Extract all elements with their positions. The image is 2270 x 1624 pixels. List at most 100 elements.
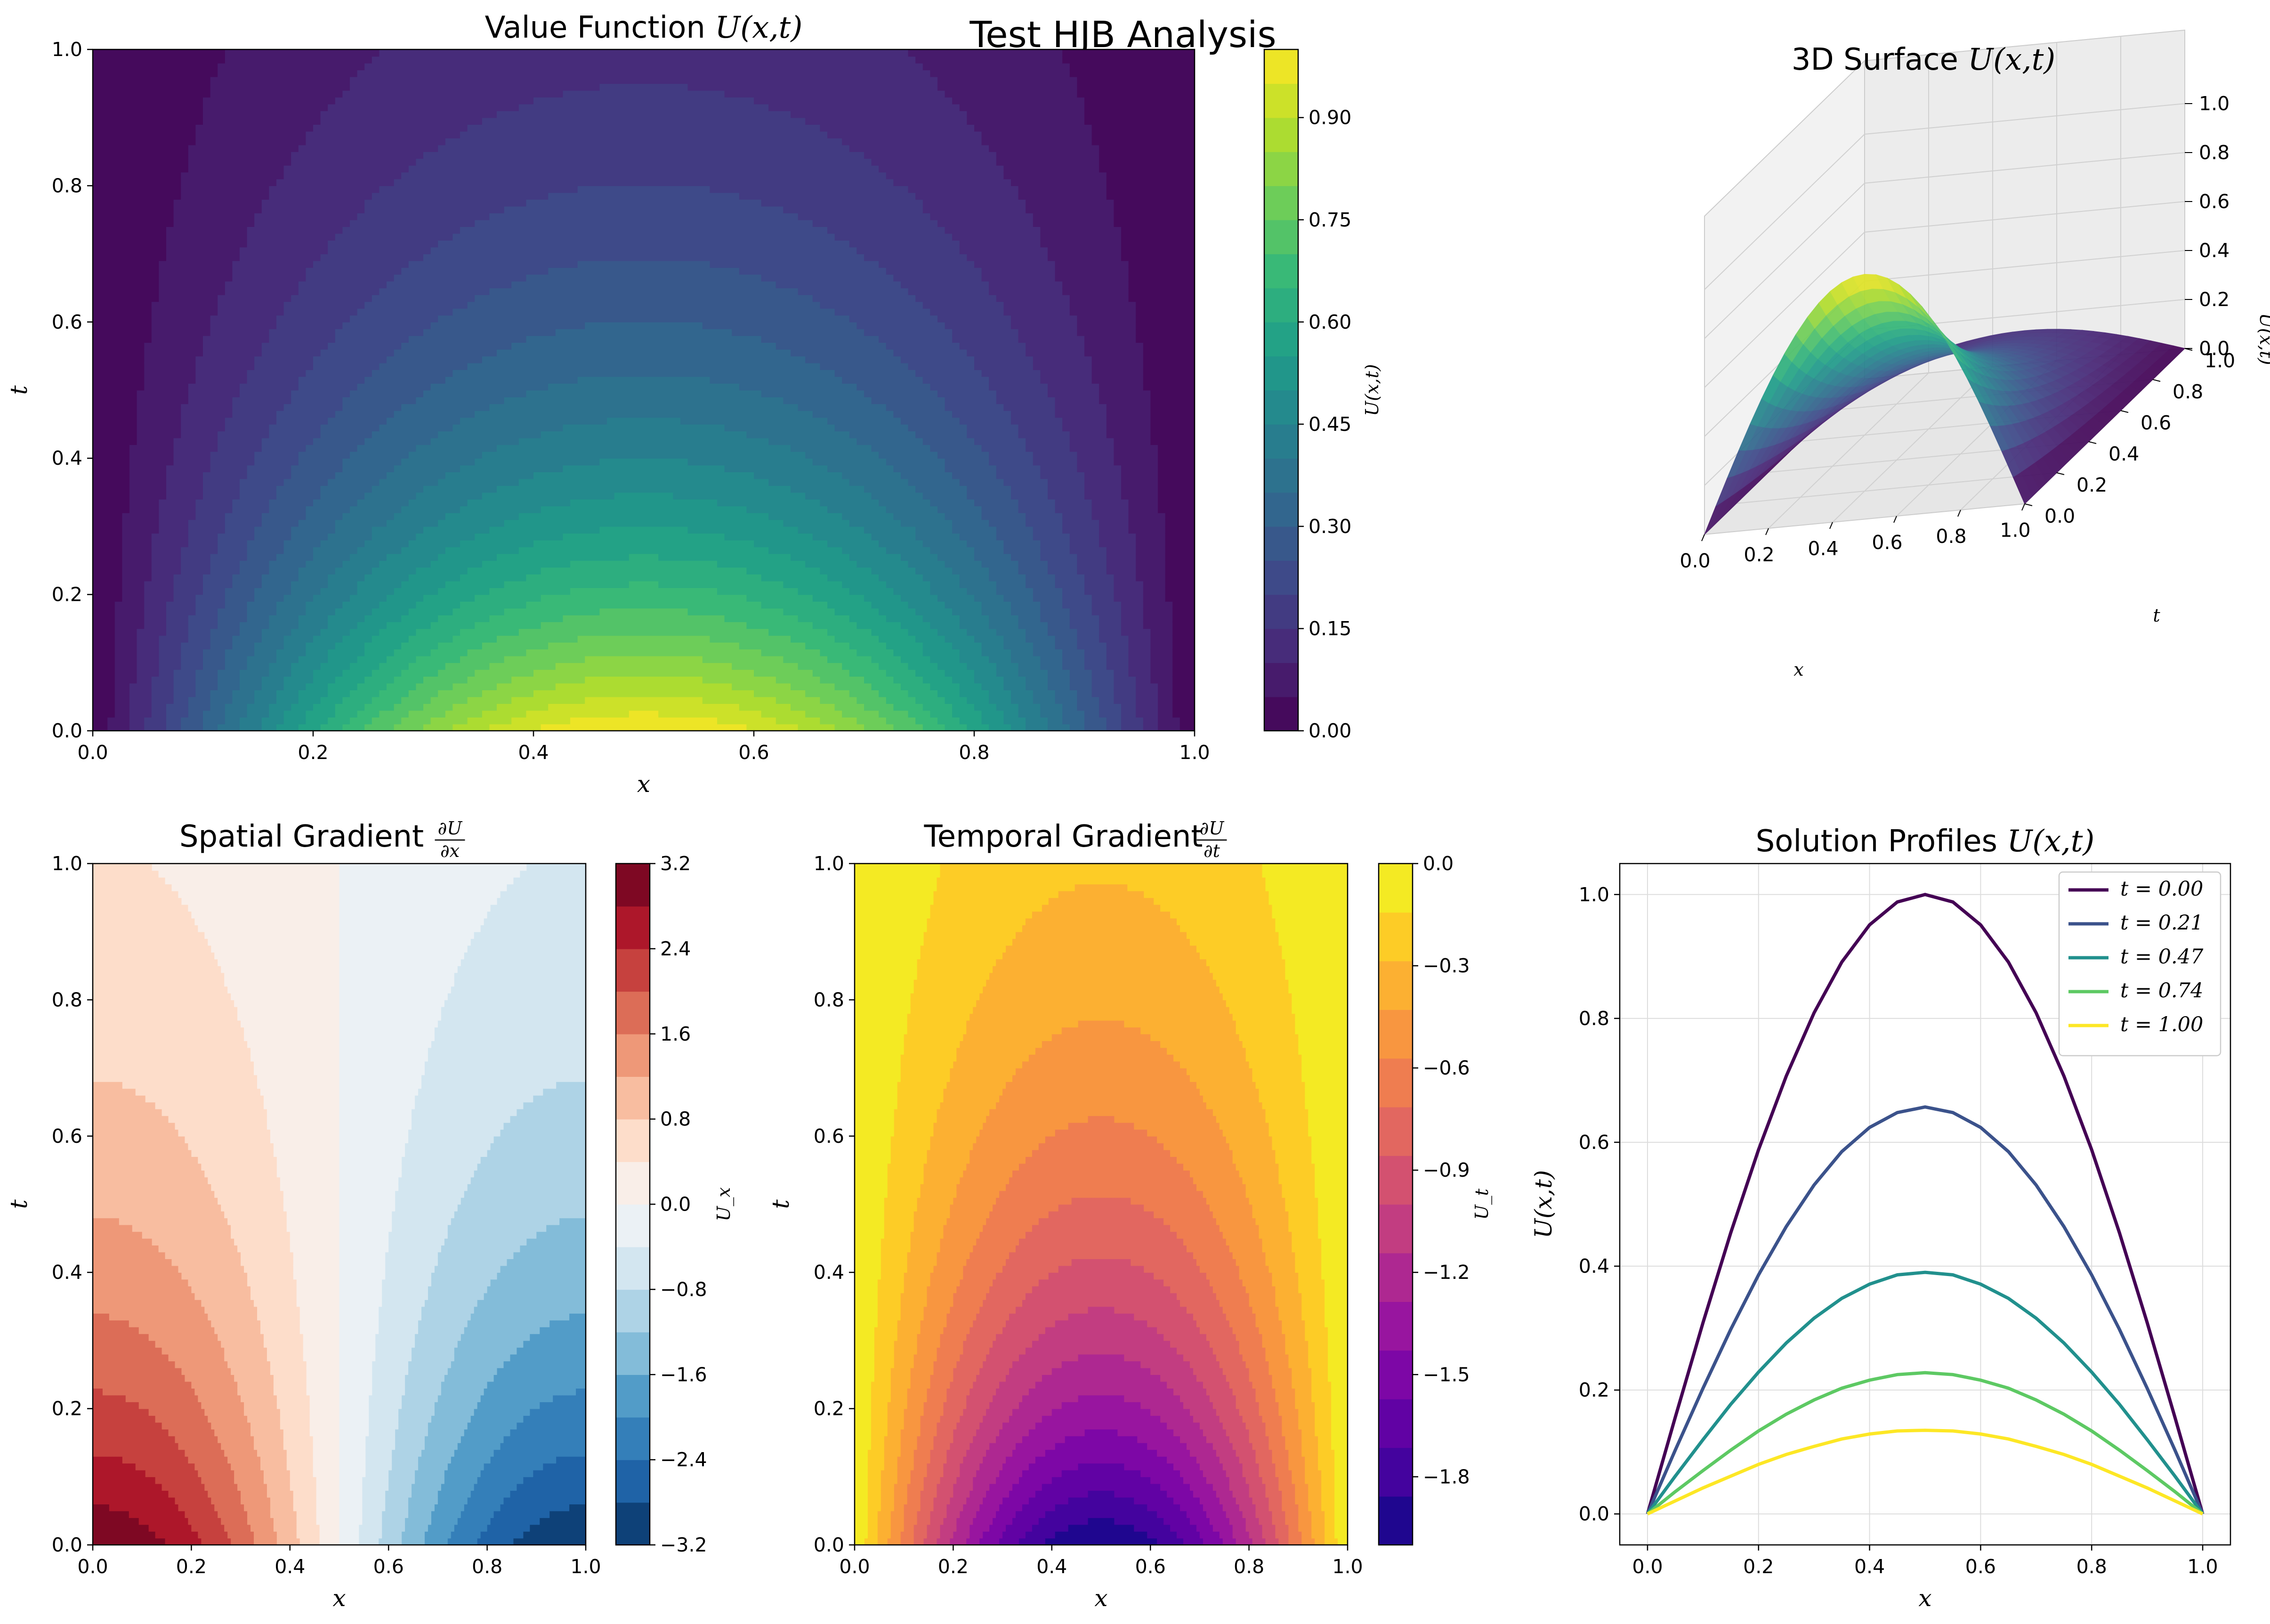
contour-cell [107,451,115,459]
contour-cell [100,172,108,179]
contour-cell [313,335,321,343]
contour-cell [372,499,380,507]
contour-cell [430,724,438,731]
contour-cell [203,363,211,370]
contour-cell [195,396,203,404]
contour-cell [166,288,174,295]
contour-cell [166,499,174,507]
contour-cell [232,526,240,534]
contour-cell [452,676,460,684]
contour-cell [114,294,123,302]
contour-cell [232,710,240,718]
contour-cell [387,49,395,57]
contour-cell [416,152,424,159]
contour-cell [232,178,240,186]
contour-cell [320,472,328,479]
contour-cell [364,649,372,656]
contour-cell [195,165,203,173]
contour-cell [401,669,409,677]
contour-cell [151,158,160,166]
contour-cell [225,56,233,64]
contour-cell [247,465,255,472]
contour-cell [298,437,307,445]
contour-cell [320,152,328,159]
contour-cell [291,178,299,186]
contour-cell [122,70,130,77]
contour-cell [379,104,387,112]
contour-cell [100,192,108,200]
contour-cell [342,472,350,479]
contour-cell [114,172,123,179]
contour-cell [247,233,255,241]
contour-cell [335,260,343,268]
contour-cell [232,294,240,302]
contour-cell [408,601,417,609]
contour-cell [173,70,181,77]
contour-cell [144,192,152,200]
contour-cell [195,663,203,670]
contour-cell [452,349,460,356]
contour-cell [129,553,137,561]
contour-cell [240,574,248,582]
contour-cell [342,615,350,622]
contour-cell [342,703,350,711]
contour-cell [240,431,248,438]
contour-cell [195,492,203,500]
contour-cell [225,363,233,370]
contour-cell [283,288,291,295]
contour-cell [210,581,218,588]
contour-cell [306,465,314,472]
contour-cell [291,49,299,57]
contour-cell [240,533,248,541]
contour-cell [394,186,402,193]
contour-cell [423,56,431,64]
contour-cell [342,526,350,534]
contour-cell [372,117,380,125]
contour-cell [151,233,160,241]
contour-cell [261,628,270,636]
contour-cell [93,213,101,220]
contour-cell [283,519,291,527]
contour-cell [210,615,218,622]
contour-cell [269,683,277,690]
contour-cell [144,676,152,684]
contour-cell [240,322,248,330]
contour-cell [394,581,402,588]
contour-cell [203,226,211,234]
contour-cell [247,376,255,384]
contour-cell [328,492,336,500]
contour-cell [254,567,262,574]
contour-cell [93,724,101,731]
contour-cell [240,370,248,377]
contour-cell [423,90,431,98]
contour-cell [137,540,145,548]
contour-cell [173,655,181,663]
contour-cell [122,519,130,527]
contour-cell [445,669,453,677]
contour-cell [276,437,284,445]
contour-cell [261,696,270,704]
contour-cell [247,431,255,438]
contour-cell [379,335,387,343]
contour-cell [291,226,299,234]
contour-cell [445,376,453,384]
contour-cell [93,485,101,493]
contour-cell [452,226,460,234]
contour-cell [283,594,291,602]
contour-cell [203,138,211,145]
contour-cell [452,165,460,173]
contour-cell [313,424,321,432]
contour-cell [350,533,358,541]
contour-cell [114,288,123,295]
contour-cell [423,485,431,493]
contour-cell [335,274,343,282]
contour-cell [203,540,211,548]
contour-cell [261,669,270,677]
contour-cell [328,717,336,725]
contour-cell [298,370,307,377]
contour-cell [276,478,284,486]
contour-cell [100,512,108,520]
contour-cell [93,260,101,268]
contour-cell [269,83,277,91]
contour-cell [320,260,328,268]
